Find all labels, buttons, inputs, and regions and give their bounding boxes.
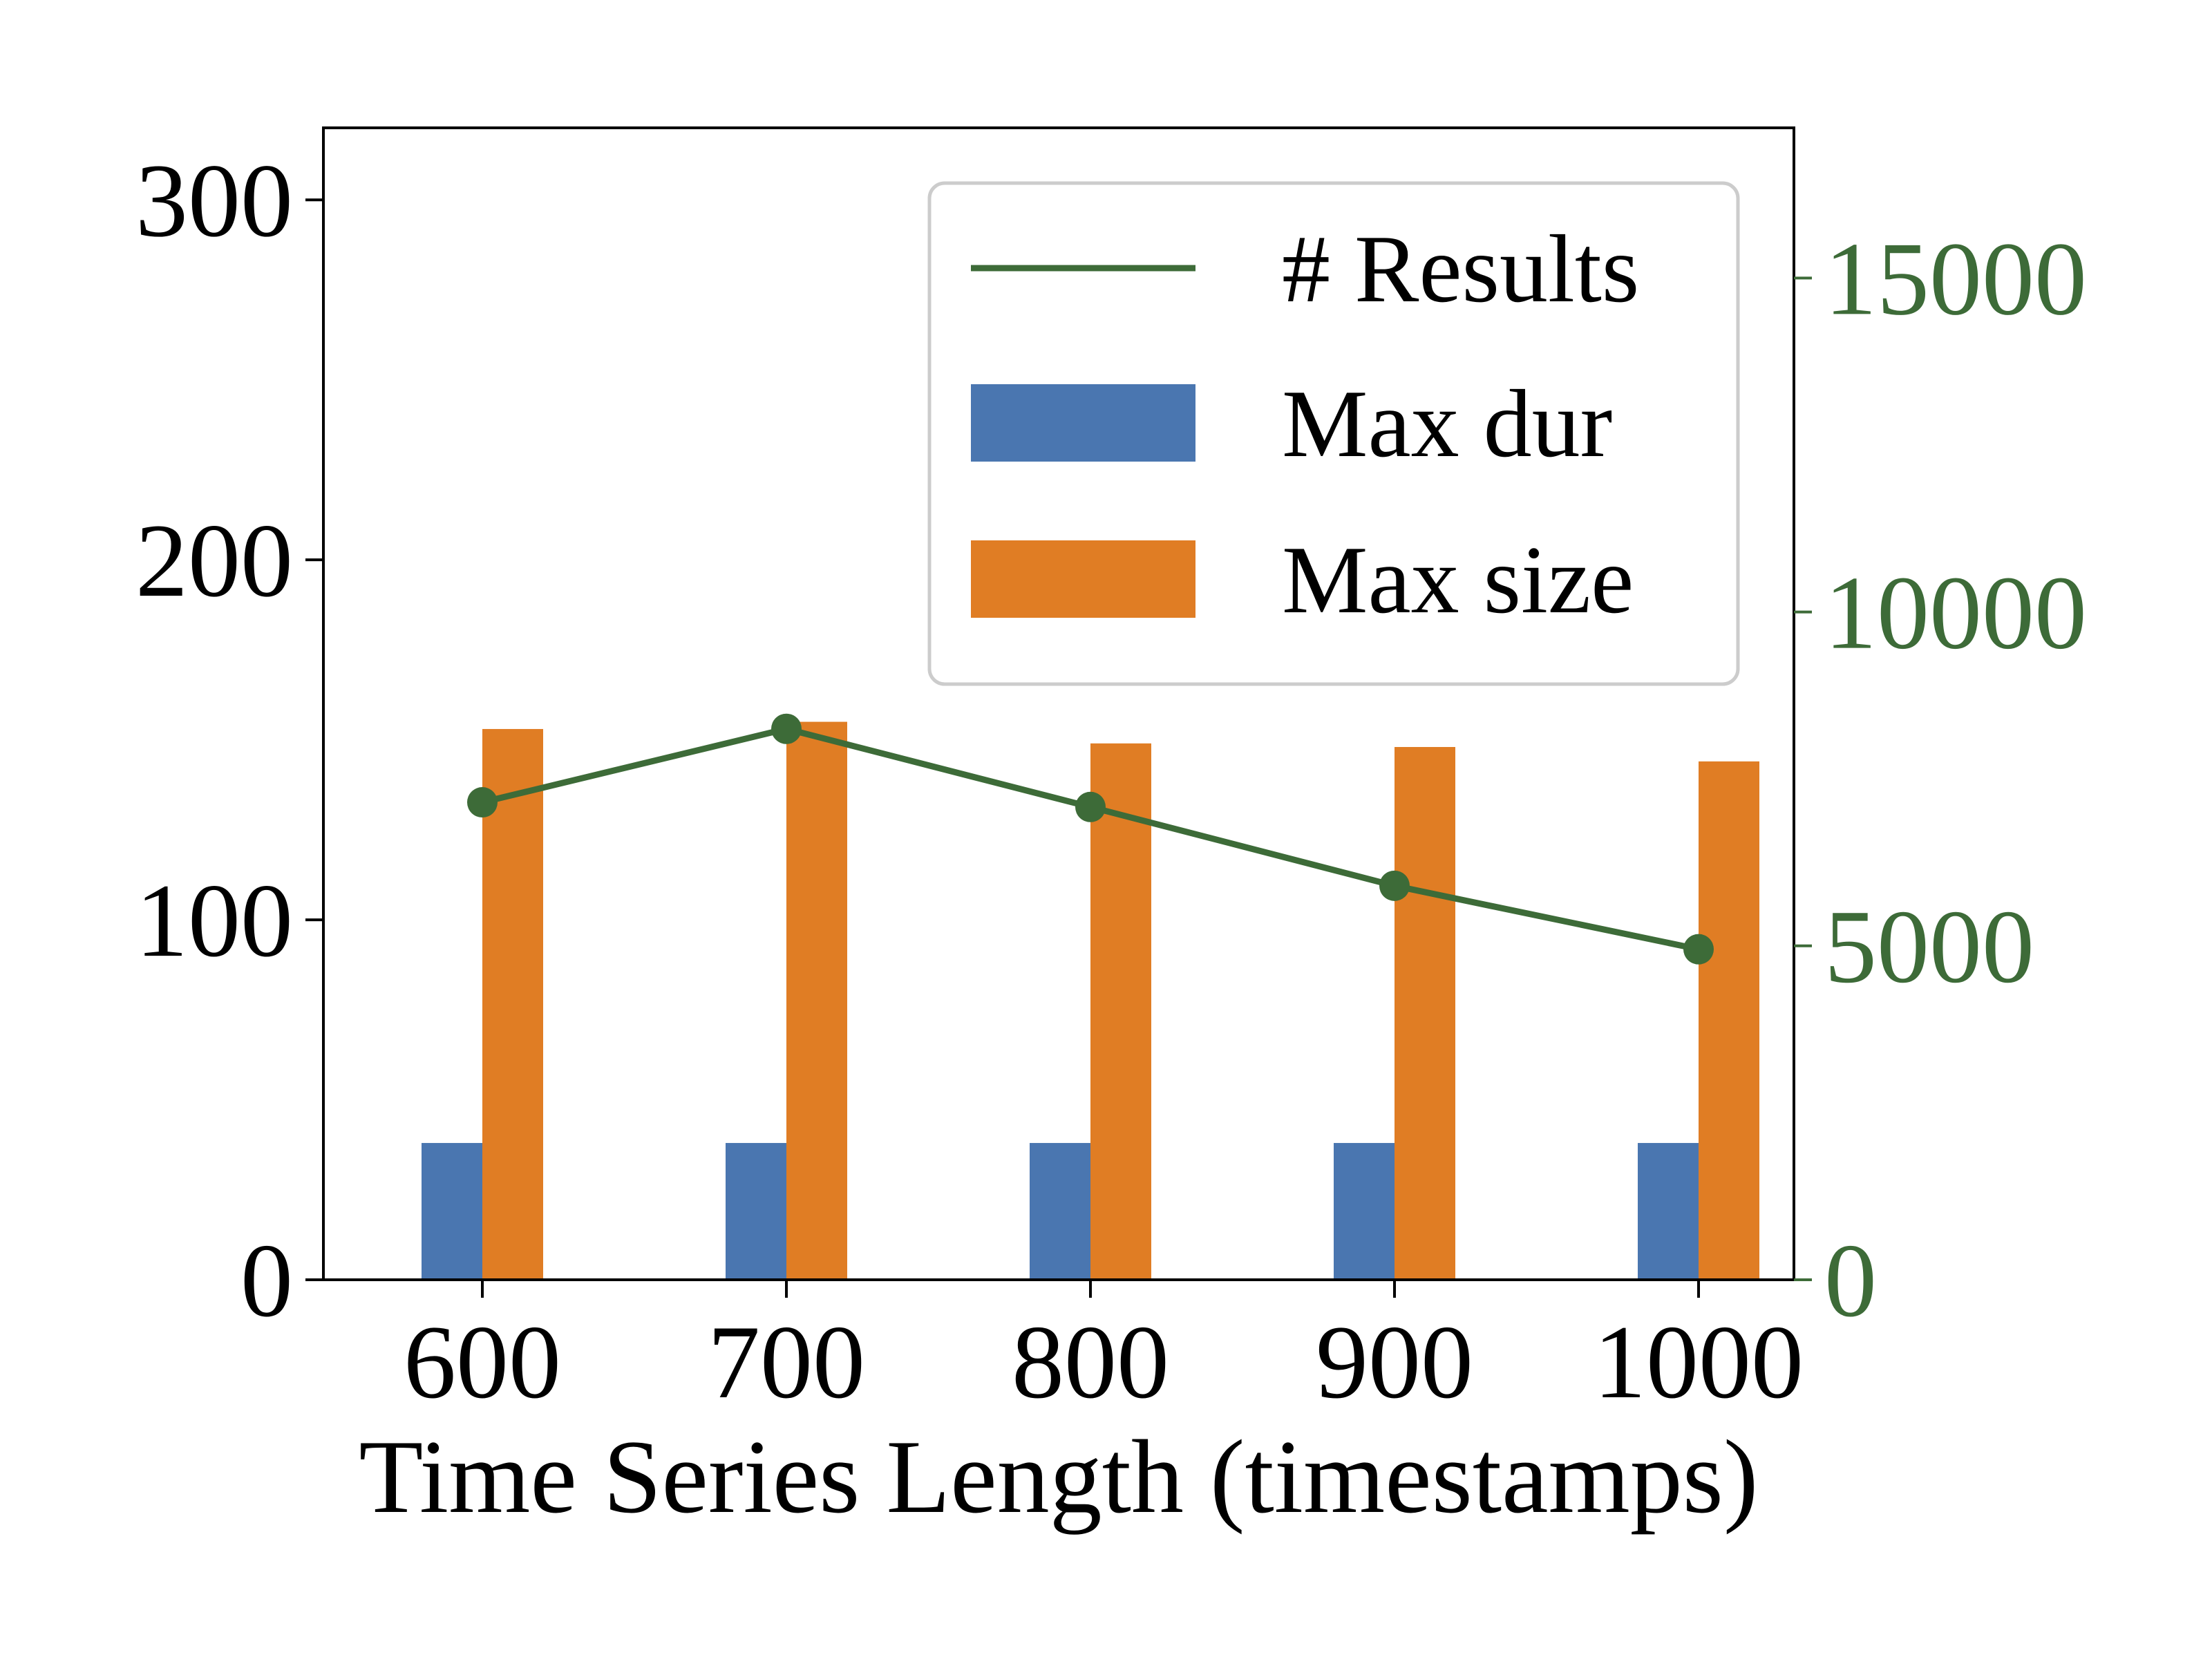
- legend-swatch-max-dur: [971, 384, 1195, 462]
- x-axis-label: Time Series Length (timestamps): [359, 1419, 1758, 1535]
- point-results-700: [771, 713, 802, 744]
- bar-max-dur-800: [1030, 1143, 1090, 1280]
- right-tick-label-15000: 15000: [1824, 220, 2087, 337]
- point-results-600: [467, 787, 498, 818]
- legend-label-results: # Results: [1282, 216, 1639, 323]
- left-tick-label-0: 0: [240, 1222, 293, 1339]
- right-tick-label-0: 0: [1824, 1222, 1877, 1339]
- bar-max-size-1000: [1699, 761, 1759, 1280]
- bars-layer: [422, 721, 1759, 1280]
- x-axis-ticks: 600 700 800 900 1000: [404, 1280, 1804, 1420]
- x-tick-label-1000: 1000: [1594, 1304, 1804, 1420]
- point-results-1000: [1683, 934, 1714, 965]
- bar-max-dur-1000: [1638, 1143, 1699, 1280]
- legend: # Results Max dur Max size: [927, 181, 1740, 686]
- bar-max-size-900: [1395, 747, 1455, 1280]
- legend-label-max-dur: Max dur: [1282, 370, 1612, 477]
- point-results-900: [1379, 870, 1410, 901]
- bar-max-dur-700: [726, 1143, 786, 1280]
- x-tick-label-600: 600: [404, 1304, 561, 1420]
- bar-max-dur-600: [422, 1143, 482, 1280]
- bar-max-dur-900: [1334, 1143, 1395, 1280]
- bar-max-size-700: [786, 721, 847, 1280]
- left-tick-label-100: 100: [135, 862, 293, 978]
- point-results-800: [1075, 791, 1106, 822]
- plot-frame: [322, 126, 1795, 1281]
- x-tick-label-900: 900: [1316, 1304, 1473, 1420]
- x-tick-label-700: 700: [708, 1304, 865, 1420]
- legend-label-max-size: Max size: [1282, 527, 1634, 634]
- bar-max-size-600: [482, 728, 543, 1280]
- bar-max-size-800: [1090, 743, 1151, 1280]
- right-tick-label-5000: 5000: [1824, 889, 2034, 1005]
- right-tick-label-10000: 10000: [1824, 555, 2087, 671]
- right-axis-ticks: 0 5000 10000 15000: [1794, 220, 2087, 1339]
- line-layer: [467, 713, 1714, 965]
- x-tick-label-800: 800: [1012, 1304, 1169, 1420]
- left-tick-label-200: 200: [135, 502, 293, 618]
- left-axis-ticks: 0 100 200 300: [135, 142, 323, 1339]
- legend-swatch-max-size: [971, 540, 1195, 618]
- left-tick-label-300: 300: [135, 142, 293, 258]
